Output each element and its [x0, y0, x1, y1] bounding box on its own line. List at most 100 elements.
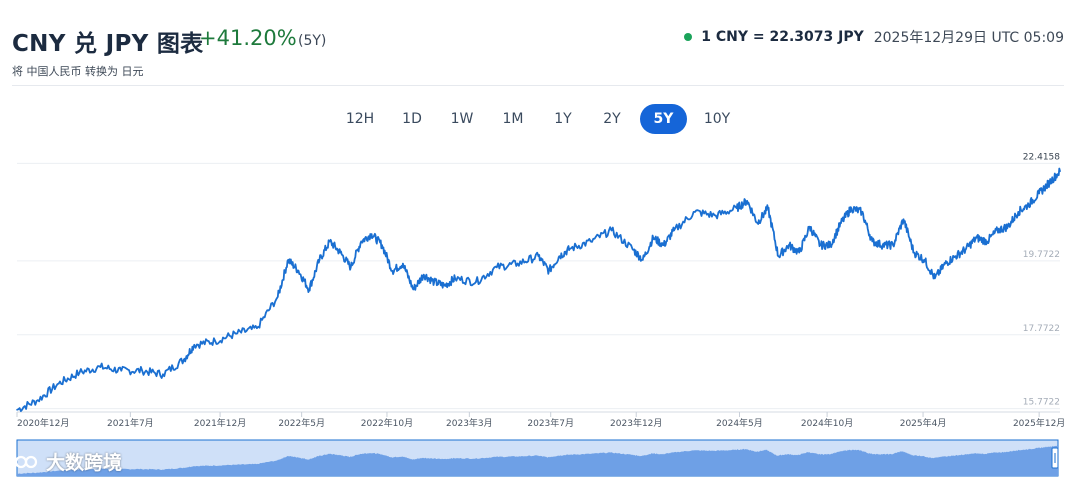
data-point [1059, 170, 1061, 173]
data-point [642, 259, 644, 261]
data-point [975, 236, 978, 239]
exchange-rate: 1 CNY = 22.3073 JPY [701, 29, 864, 45]
time-range-tabs: 12H 1D 1W 1M 1Y 2Y 5Y 10Y [0, 104, 1080, 134]
tab-1y[interactable]: 1Y [554, 111, 572, 127]
data-point [443, 284, 446, 287]
change-percent: +41.20% [199, 26, 297, 50]
y-tick-label: 19.7722 [1023, 250, 1060, 260]
data-point [1007, 225, 1009, 228]
data-point [256, 327, 258, 329]
live-status-dot-icon [684, 33, 693, 41]
rate-info: 1 CNY = 22.3073 JPY 2025年12月29日 UTC 05:0… [684, 27, 1064, 47]
data-point [57, 382, 60, 385]
data-point [589, 240, 592, 243]
rate-timestamp: 2025年12月29日 UTC 05:09 [873, 30, 1064, 46]
data-point [694, 211, 696, 213]
data-point [808, 225, 811, 228]
data-point [297, 270, 300, 272]
x-tick-label: 2021年12月 [194, 417, 246, 429]
header-divider [12, 85, 1064, 86]
data-point [923, 259, 926, 261]
data-point [214, 340, 216, 342]
data-point [798, 251, 801, 254]
data-point [892, 244, 894, 246]
data-point [16, 408, 18, 411]
price-line [16, 167, 1061, 412]
data-point [454, 277, 456, 280]
data-point [631, 248, 634, 250]
data-point [433, 281, 436, 283]
data-point [287, 259, 289, 261]
data-point [568, 248, 571, 250]
data-point [349, 266, 352, 269]
data-point [756, 222, 759, 224]
data-point [141, 369, 143, 372]
data-point [881, 244, 884, 246]
tab-10y[interactable]: 10Y [703, 111, 731, 127]
data-point [402, 262, 404, 265]
tab-5y[interactable]: 5Y [640, 104, 687, 134]
tab-2y[interactable]: 2Y [603, 111, 621, 127]
data-point [1027, 203, 1030, 206]
data-point [777, 255, 780, 258]
data-point [610, 229, 613, 232]
x-tick-label: 2024年5月 [716, 417, 763, 429]
data-point [954, 255, 957, 258]
data-point [902, 218, 905, 221]
chart-svg: 2020年12月 2021年7月 2021年12月 2022年5月 2022年10月 20… [16, 152, 1065, 477]
data-point [850, 207, 853, 210]
data-point [788, 244, 790, 246]
x-tick-label: 2021年7月 [107, 417, 154, 429]
data-point [673, 229, 675, 232]
tab-12h[interactable]: 12H [345, 111, 375, 127]
tab-1d[interactable]: 1D [402, 111, 422, 127]
data-point [861, 211, 863, 213]
data-point [819, 244, 821, 246]
data-point [944, 262, 947, 265]
data-point [996, 229, 999, 232]
data-point [391, 270, 394, 272]
data-point [1038, 192, 1040, 195]
data-point [475, 281, 477, 283]
data-point [934, 277, 936, 280]
page-title: CNY 兑 JPY 图表 [12, 31, 204, 57]
x-tick-label: 2025年4月 [900, 417, 947, 429]
data-point [558, 255, 561, 258]
watermark-logo-icon [9, 455, 38, 468]
tab-1w[interactable]: 1W [450, 111, 474, 127]
price-chart[interactable]: 2020年12月 2021年7月 2021年12月 2022年5月 2022年10月 20… [0, 150, 1080, 481]
data-point [37, 399, 39, 401]
x-tick-label: 2025年12月 [1013, 417, 1065, 429]
data-point [986, 240, 988, 243]
data-point [516, 262, 519, 265]
y-tick-label: 15.7722 [1023, 398, 1060, 408]
data-point [767, 207, 769, 210]
x-tick-label: 2024年10月 [801, 417, 853, 429]
y-tick-label: 17.7722 [1023, 324, 1060, 334]
data-point [318, 259, 321, 261]
data-point [339, 251, 342, 254]
data-point [412, 288, 415, 291]
tab-1m[interactable]: 1M [502, 111, 524, 127]
data-point [370, 233, 373, 235]
x-tick-label: 2023年12月 [610, 417, 662, 429]
data-point [276, 296, 279, 298]
navigator-area [17, 445, 1058, 476]
data-point [235, 332, 237, 335]
x-tick-label: 2022年10月 [361, 417, 413, 429]
data-point [965, 248, 967, 250]
data-point [120, 369, 123, 372]
data-point [183, 358, 185, 361]
data-point [495, 266, 498, 269]
x-tick-label: 2023年7月 [527, 417, 574, 429]
period-label: (5Y) [298, 33, 327, 49]
data-point [329, 240, 331, 243]
data-point [735, 207, 738, 210]
data-point [746, 200, 748, 202]
data-point [548, 270, 550, 272]
header: CNY 兑 JPY 图表 +41.20% (5Y) 将 中国人民币 转换为 日元… [0, 0, 1080, 85]
data-point [1017, 211, 1020, 213]
watermark-text: 大数跨境 [46, 452, 123, 474]
watermark: 大数跨境 [8, 448, 122, 475]
data-point [422, 273, 425, 276]
